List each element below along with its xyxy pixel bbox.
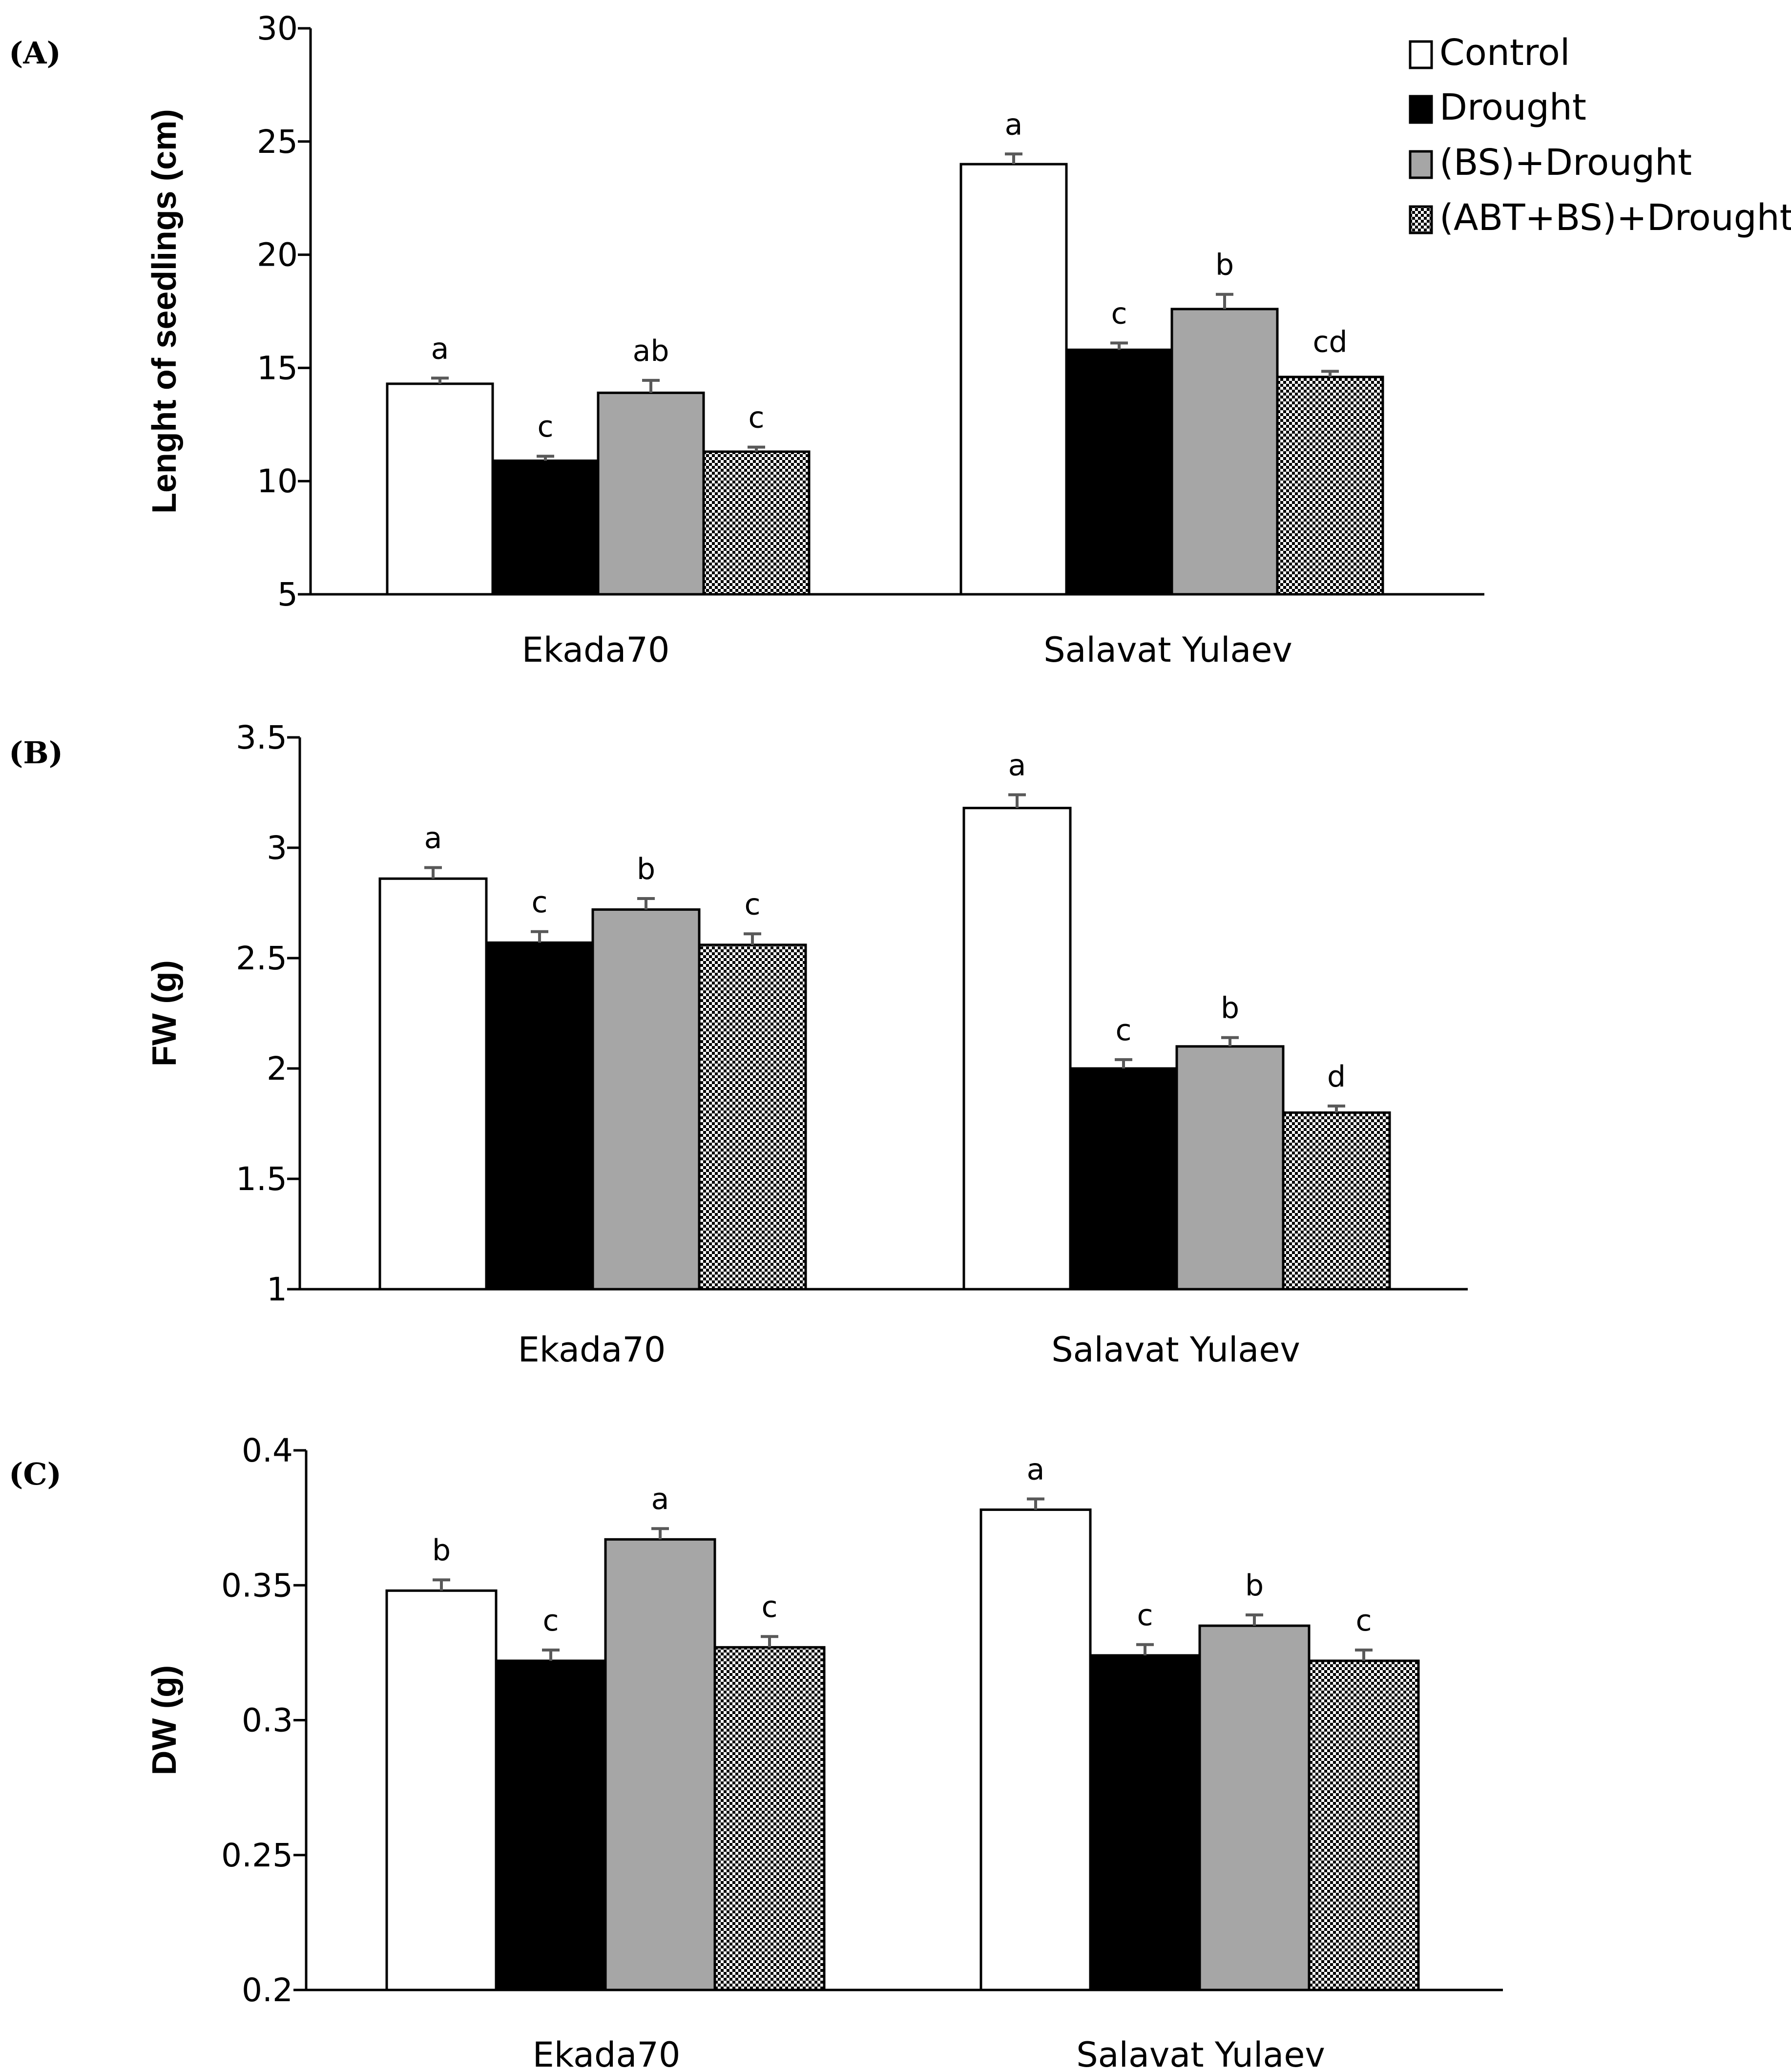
chart-panel-a: (A) Lenght of seedlings (cm) 5 10 15 20 25 30 Ek… xyxy=(9,10,1484,670)
significance-letter: b xyxy=(1215,248,1234,282)
y-axis-label: Lenght of seedlings (cm) xyxy=(145,109,183,513)
y-tick-label: 0.35 xyxy=(221,1567,293,1604)
x-category-label: Ekada70 xyxy=(522,630,670,670)
charts-root: (A) Lenght of seedlings (cm) 5 10 15 20 25 30 Ek… xyxy=(9,10,1503,2072)
bar-control xyxy=(959,163,1068,596)
legend: Control Drought (BS)+Drought (ABT+BS)+Dr… xyxy=(1409,32,1791,239)
bar-abt-bs-drought xyxy=(1276,376,1384,596)
y-tick-label: 20 xyxy=(257,236,298,274)
significance-letter: ab xyxy=(633,334,669,368)
y-tick-label: 5 xyxy=(277,576,298,613)
bar-control xyxy=(386,382,494,596)
bar-bs-drought xyxy=(1175,1045,1285,1291)
significance-letter: b xyxy=(1221,991,1239,1026)
bar-control xyxy=(962,807,1072,1291)
significance-letter: c xyxy=(749,401,765,435)
significance-letter: b xyxy=(432,1533,451,1568)
y-tick-label: 1 xyxy=(267,1271,287,1308)
bar-bs-drought xyxy=(597,391,705,596)
y-tick-label: 10 xyxy=(257,462,298,500)
significance-letter: d xyxy=(1327,1060,1346,1094)
bar-drought xyxy=(485,941,594,1291)
significance-letter: c xyxy=(1111,296,1127,331)
significance-letter: c xyxy=(538,410,554,444)
x-category-label: Salavat Yulaev xyxy=(1076,2035,1325,2072)
y-tick-label: 15 xyxy=(257,349,298,387)
bar-drought xyxy=(495,1659,607,1991)
chart-panel-b: (B) FW (g) 1 1.5 2 2.5 3 3.5 Ekada70 Salavat Yula… xyxy=(9,719,1468,1370)
significance-letter: a xyxy=(431,332,449,366)
legend-label-drought: Drought xyxy=(1439,86,1586,128)
bar-drought xyxy=(1069,1067,1178,1291)
significance-letter: a xyxy=(1008,749,1026,783)
y-tick-label: 0.3 xyxy=(242,1702,293,1739)
significance-letter: a xyxy=(424,821,442,856)
x-category-label: Ekada70 xyxy=(533,2035,681,2072)
y-axis-label: DW (g) xyxy=(145,1665,183,1775)
significance-letter: c xyxy=(1116,1013,1132,1047)
bar-drought xyxy=(1089,1654,1201,1991)
y-tick-label: 3 xyxy=(267,829,287,867)
y-tick-label: 0.4 xyxy=(242,1432,293,1469)
bar-abt-bs-drought xyxy=(1282,1111,1391,1291)
legend-swatch-abt-bs-drought xyxy=(1409,205,1433,234)
significance-letter: c xyxy=(1356,1604,1372,1638)
y-tick-label: 2 xyxy=(267,1050,287,1088)
y-tick-label: 0.25 xyxy=(221,1837,293,1874)
panel-label: (B) xyxy=(9,735,63,771)
significance-letter: c xyxy=(762,1590,778,1624)
bar-drought xyxy=(1065,348,1173,596)
y-tick-label: 3.5 xyxy=(236,719,287,756)
y-tick-label: 0.2 xyxy=(242,1971,293,2009)
bar-bs-drought xyxy=(1170,308,1279,596)
y-tick-label: 25 xyxy=(257,123,298,161)
significance-letter: cd xyxy=(1312,325,1347,359)
x-category-label: Salavat Yulaev xyxy=(1051,1330,1300,1370)
y-tick-label: 2.5 xyxy=(236,940,287,977)
legend-label-bs-drought: (BS)+Drought xyxy=(1439,142,1692,184)
significance-letter: b xyxy=(1245,1569,1264,1603)
significance-letter: a xyxy=(651,1482,669,1516)
y-tick-label: 30 xyxy=(257,10,298,47)
chart-panel-c: (C) DW (g) 0.2 0.25 0.3 0.35 0.4 Ekada70 Salavat… xyxy=(9,1432,1503,2072)
bar-abt-bs-drought xyxy=(698,943,807,1291)
bar-control xyxy=(979,1508,1092,1991)
y-tick-label: 1.5 xyxy=(236,1160,287,1198)
significance-letter: c xyxy=(745,887,761,921)
significance-letter: b xyxy=(637,852,655,886)
bar-bs-drought xyxy=(1198,1624,1311,1991)
bar-bs-drought xyxy=(604,1538,716,1991)
significance-letter: c xyxy=(532,885,548,920)
panel-label: (A) xyxy=(9,35,61,71)
significance-letter: c xyxy=(543,1604,559,1638)
legend-swatch-bs-drought xyxy=(1409,150,1433,179)
bar-abt-bs-drought xyxy=(702,450,811,596)
bar-control xyxy=(378,877,488,1291)
x-category-label: Ekada70 xyxy=(518,1330,666,1370)
bar-drought xyxy=(491,459,600,596)
significance-letter: a xyxy=(1027,1452,1045,1486)
bar-abt-bs-drought xyxy=(1308,1659,1420,1991)
x-category-label: Salavat Yulaev xyxy=(1043,630,1292,670)
bar-abt-bs-drought xyxy=(713,1646,826,1991)
significance-letter: c xyxy=(1137,1598,1153,1632)
y-axis-label: FW (g) xyxy=(145,960,183,1067)
legend-swatch-drought xyxy=(1409,95,1433,124)
bar-bs-drought xyxy=(591,908,701,1291)
legend-swatch-control xyxy=(1409,40,1433,69)
significance-letter: a xyxy=(1005,107,1023,142)
bar-control xyxy=(385,1589,498,1991)
legend-label-control: Control xyxy=(1439,32,1570,74)
panel-label: (C) xyxy=(9,1456,62,1492)
legend-label-abt-bs-drought: (ABT+BS)+Drought xyxy=(1439,197,1791,239)
